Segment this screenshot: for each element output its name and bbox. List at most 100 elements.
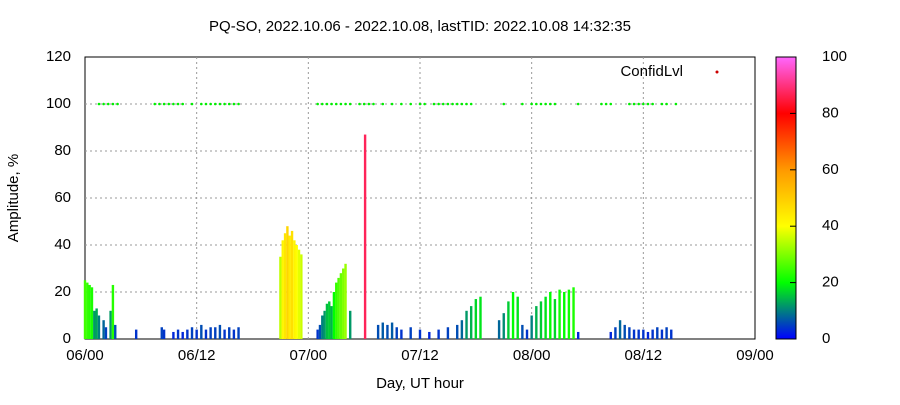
y-tick-label: 100 (46, 95, 71, 112)
amplitude-bar (400, 329, 403, 339)
y-tick-label: 80 (54, 142, 71, 159)
amplitude-bar (293, 240, 296, 339)
x-tick-label: 06/00 (66, 347, 104, 364)
amplitude-bar (97, 315, 101, 339)
confidence-point (423, 102, 426, 106)
confidence-point (544, 102, 547, 106)
amplitude-bar (558, 289, 561, 339)
amplitude-bar (670, 329, 673, 339)
confidence-point (167, 102, 171, 106)
amplitude-bar (160, 327, 163, 339)
amplitude-bar (563, 292, 566, 339)
confidence-point (651, 102, 654, 106)
amplitude-bar (95, 308, 98, 339)
amplitude-bar (646, 331, 650, 339)
amplitude-bar (339, 273, 343, 339)
y-tick-label: 40 (54, 236, 71, 253)
confidence-point (334, 102, 338, 106)
confidence-point (446, 102, 450, 106)
confidence-point (628, 102, 631, 106)
amplitude-bar (618, 320, 622, 339)
confidence-point (609, 102, 613, 106)
colorbar-tick-label: 80 (822, 104, 839, 121)
amplitude-bar (623, 324, 626, 339)
amplitude-bar (525, 329, 529, 339)
amplitude-bar (223, 329, 226, 339)
confidence-point (367, 102, 371, 106)
chart-title: PQ-SO, 2022.10.06 - 2022.10.08, lastTID:… (209, 18, 631, 35)
confidence-point (232, 102, 236, 106)
amplitude-bar (279, 256, 282, 339)
colorbar (775, 56, 797, 340)
x-tick-label: 06/12 (178, 347, 216, 364)
confidence-point (344, 102, 347, 106)
amplitude-bar (83, 280, 87, 339)
x-axis-label: Day, UT hour (376, 375, 464, 392)
amplitude-bar (576, 331, 580, 339)
confidence-point (553, 102, 557, 106)
confidence-point (325, 102, 329, 106)
confidence-point (209, 102, 212, 106)
amplitude-bar (660, 329, 664, 339)
amplitude-bar (409, 327, 412, 339)
amplitude-bar (321, 315, 324, 339)
amplitude-bar (181, 331, 184, 339)
amplitude-bar (549, 292, 552, 339)
confidence-point (316, 102, 319, 106)
amplitude-bar (109, 310, 112, 339)
confidence-point (437, 102, 440, 106)
confidence-point (111, 102, 115, 106)
amplitude-bar (297, 249, 301, 339)
amplitude-bar (200, 324, 203, 339)
x-tick-label: 08/12 (625, 347, 663, 364)
amplitude-bar (318, 324, 322, 339)
confidence-point (390, 102, 394, 106)
confidence-point (646, 102, 650, 106)
amplitude-bar (469, 306, 473, 339)
amplitude-bar (516, 296, 519, 339)
amplitude-bar (88, 284, 91, 339)
colorbar-tick-label: 40 (822, 217, 839, 234)
amplitude-bar (632, 329, 636, 339)
amplitude-bar (337, 277, 340, 339)
amplitude-bar (335, 282, 338, 339)
x-tick-label: 07/00 (290, 347, 328, 364)
amplitude-bar (418, 329, 422, 339)
amplitude-bar (665, 327, 668, 339)
confidence-point (223, 102, 226, 106)
y-tick-label: 60 (54, 189, 71, 206)
colorbar-tick-label: 0 (822, 330, 830, 347)
confidence-point (637, 102, 640, 106)
colorbar-tick-label: 60 (822, 161, 839, 178)
confidence-point (381, 102, 385, 106)
amplitude-bar (323, 310, 326, 339)
confidence-point (339, 102, 343, 106)
amplitude-bar (609, 331, 612, 339)
legend-marker (715, 70, 719, 74)
amplitude-bar (209, 327, 212, 339)
confidence-point (632, 102, 636, 106)
confidence-point (469, 102, 473, 106)
confidence-point (521, 102, 524, 106)
confidence-point (218, 102, 222, 106)
amplitude-bar (614, 327, 617, 339)
amplitude-bar (330, 306, 333, 339)
amplitude-bar (349, 310, 352, 339)
amplitude-bar (281, 240, 284, 339)
amplitude-bar (395, 327, 398, 339)
amplitude-bar (507, 301, 510, 339)
amplitude-bar (381, 322, 384, 339)
amplitude-bar (642, 329, 645, 339)
confidence-point (97, 102, 101, 106)
confidence-point (660, 102, 664, 106)
amplitude-bar (535, 306, 538, 339)
colorbar-tick-label: 100 (822, 48, 847, 65)
confidence-point (162, 102, 166, 106)
amplitude-bar (376, 324, 380, 339)
confidence-point (358, 102, 361, 106)
amplitude-bar (172, 331, 175, 339)
confidence-point (200, 102, 203, 106)
amplitude-bar (134, 329, 138, 339)
confidence-point (548, 102, 552, 106)
